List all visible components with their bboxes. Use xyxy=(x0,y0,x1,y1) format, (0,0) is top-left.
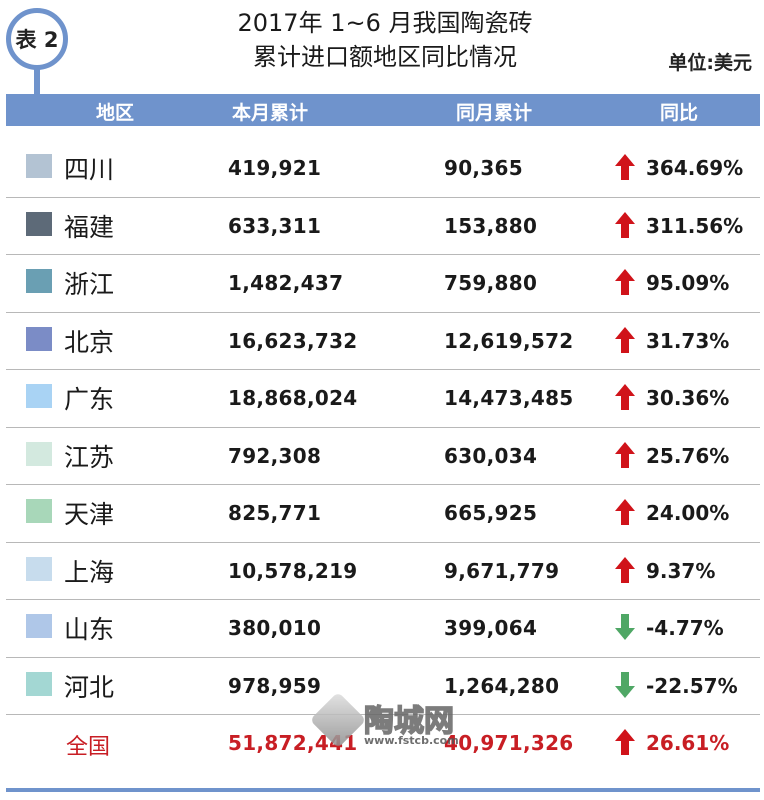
current-cumulative: 16,623,732 xyxy=(228,328,358,353)
current-cumulative: 978,959 xyxy=(228,673,322,698)
watermark-logo-icon xyxy=(309,691,367,749)
region-name: 天津 xyxy=(64,500,115,529)
current-cumulative: 419,921 xyxy=(228,156,322,180)
region-name: 四川 xyxy=(64,155,115,184)
yoy-change: 364.69% xyxy=(646,156,744,180)
previous-cumulative: 759,880 xyxy=(444,271,538,295)
previous-cumulative: 14,473,485 xyxy=(444,386,574,410)
arrow-up-icon xyxy=(615,441,635,468)
region-color-swatch xyxy=(26,556,52,581)
header-region: 地区 xyxy=(96,102,135,124)
arrow-up-icon xyxy=(615,211,635,238)
region-color-swatch xyxy=(26,441,52,466)
watermark-text: 陶城网 xyxy=(363,703,455,740)
table-header: 地区 本月累计 同月累计 同比 xyxy=(6,94,760,126)
region-name: 河北 xyxy=(64,672,115,702)
region-color-swatch xyxy=(26,671,52,696)
table-row: 江苏 792,308 630,034 25.76% xyxy=(6,428,760,485)
yoy-change: 26.61% xyxy=(646,731,730,755)
previous-cumulative: 9,671,779 xyxy=(444,558,560,583)
region-color-swatch xyxy=(26,499,52,523)
arrow-down-icon xyxy=(615,614,635,640)
bottom-divider xyxy=(6,788,760,792)
yoy-change: 25.76% xyxy=(646,443,730,468)
arrow-up-icon xyxy=(615,556,635,583)
yoy-change: 24.00% xyxy=(646,501,730,525)
region-color-swatch xyxy=(26,614,52,638)
table-row: 广东 18,868,024 14,473,485 30.36% xyxy=(6,370,760,428)
yoy-change: -4.77% xyxy=(646,616,724,640)
page-title: 2017年 1~6 月我国陶瓷砖 累计进口额地区同比情况 xyxy=(150,6,620,74)
current-cumulative: 1,482,437 xyxy=(228,271,344,295)
current-cumulative: 380,010 xyxy=(228,616,322,640)
table-row: 天津 825,771 665,925 24.00% xyxy=(6,485,760,543)
title-line-2: 累计进口额地区同比情况 xyxy=(253,43,517,71)
header-yoy: 同比 xyxy=(660,102,699,124)
region-color-swatch xyxy=(26,326,52,351)
current-cumulative: 10,578,219 xyxy=(228,558,358,583)
arrow-up-icon xyxy=(615,326,635,353)
badge-stem xyxy=(34,68,40,94)
header-current: 本月累计 xyxy=(232,102,309,124)
watermark: 陶城网 www.fstcb.com xyxy=(309,691,468,754)
region-color-swatch xyxy=(26,269,52,293)
table-row: 福建 633,311 153,880 311.56% xyxy=(6,198,760,255)
region-name: 福建 xyxy=(64,212,115,242)
table-row: 河北 978,959 1,264,280 -22.57% xyxy=(6,658,760,715)
table-row: 山东 380,010 399,064 -4.77% xyxy=(6,600,760,658)
table-body: 四川 419,921 90,365 364.69% 福建 633,311 153,880 31… xyxy=(6,140,760,773)
arrow-up-icon xyxy=(615,154,635,180)
arrow-up-icon xyxy=(615,384,635,410)
title-line-1: 2017年 1~6 月我国陶瓷砖 xyxy=(237,9,533,37)
yoy-change: 311.56% xyxy=(646,213,744,238)
region-color-swatch xyxy=(26,211,52,236)
region-name: 浙江 xyxy=(64,270,115,299)
region-name: 山东 xyxy=(64,615,115,644)
table-row: 北京 16,623,732 12,619,572 31.73% xyxy=(6,313,760,370)
current-cumulative: 18,868,024 xyxy=(228,386,358,410)
region-name: 上海 xyxy=(64,557,115,587)
badge-label: 表 2 xyxy=(15,28,59,52)
previous-cumulative: 90,365 xyxy=(444,156,523,180)
watermark-url: www.fstcb.com xyxy=(364,734,459,747)
arrow-up-icon xyxy=(615,499,635,525)
previous-cumulative: 40,971,326 xyxy=(444,731,574,755)
yoy-change: 30.36% xyxy=(646,386,730,410)
previous-cumulative: 12,619,572 xyxy=(444,328,574,353)
arrow-down-icon xyxy=(615,671,635,698)
table-row: 上海 10,578,219 9,671,779 9.37% xyxy=(6,543,760,600)
region-color-swatch xyxy=(26,384,52,408)
region-name: 全国 xyxy=(66,735,111,760)
current-cumulative: 633,311 xyxy=(228,213,322,238)
region-color-swatch xyxy=(26,154,52,178)
region-name: 广东 xyxy=(64,385,115,414)
previous-cumulative: 630,034 xyxy=(444,443,538,468)
previous-cumulative: 399,064 xyxy=(444,616,538,640)
region-name: 北京 xyxy=(64,327,115,357)
arrow-up-icon xyxy=(615,269,635,295)
header-previous: 同月累计 xyxy=(456,102,533,124)
table-row: 浙江 1,482,437 759,880 95.09% xyxy=(6,255,760,313)
yoy-change: 95.09% xyxy=(646,271,730,295)
unit-label: 单位:美元 xyxy=(668,52,752,74)
current-cumulative: 825,771 xyxy=(228,501,322,525)
previous-cumulative: 153,880 xyxy=(444,213,538,238)
arrow-up-icon xyxy=(615,729,635,755)
yoy-change: 9.37% xyxy=(646,558,716,583)
yoy-change: -22.57% xyxy=(646,673,738,698)
yoy-change: 31.73% xyxy=(646,328,730,353)
table-row: 四川 419,921 90,365 364.69% xyxy=(6,140,760,198)
table-number-badge: 表 2 xyxy=(6,8,68,70)
current-cumulative: 792,308 xyxy=(228,443,322,468)
previous-cumulative: 1,264,280 xyxy=(444,673,560,698)
region-name: 江苏 xyxy=(64,442,115,472)
previous-cumulative: 665,925 xyxy=(444,501,538,525)
